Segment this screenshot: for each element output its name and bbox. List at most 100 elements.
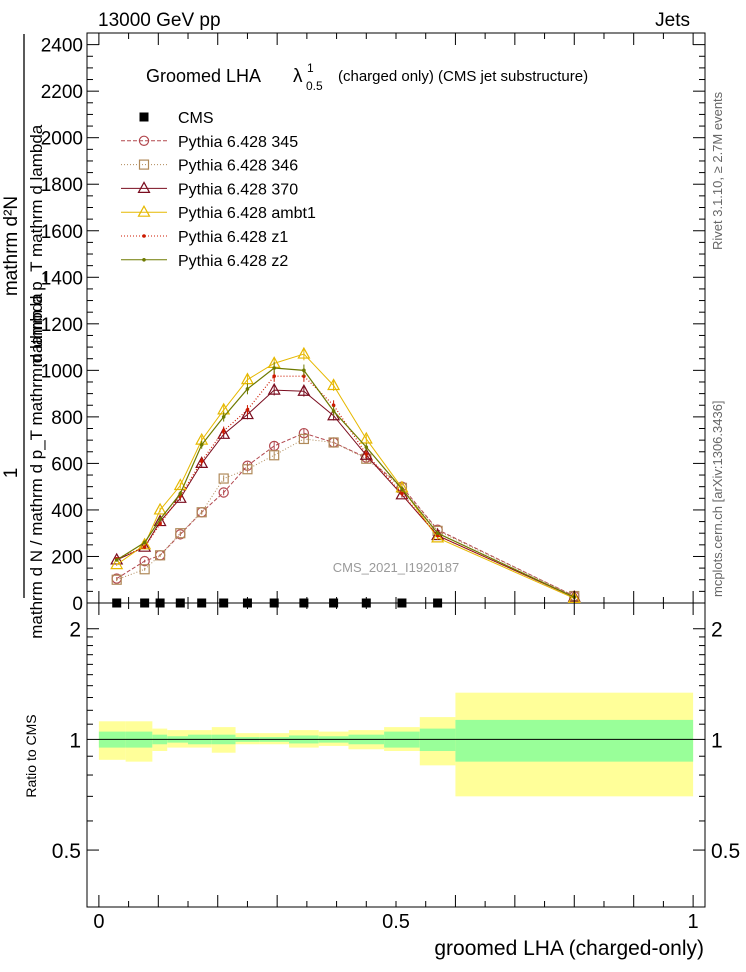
data-point: [173, 478, 187, 491]
ratio-axis-ticks: 0.5 0.5 1 1 2 2 0 0.5 1: [52, 619, 740, 933]
title-symbol: λ: [293, 66, 303, 87]
title-superscript: 1: [307, 61, 314, 75]
data-point: [327, 378, 341, 391]
legend-marker: [138, 159, 150, 170]
legend-marker: [138, 135, 150, 146]
data-point: [199, 459, 204, 463]
data-point: [433, 598, 443, 608]
legend-label: Pythia 6.428 345: [178, 134, 298, 151]
data-point: [240, 407, 254, 420]
mcplots-label: mcplots.cern.ch [arXiv:1306.3436]: [710, 400, 725, 597]
data-point: [139, 555, 150, 567]
y-tick-label: 200: [51, 547, 83, 568]
ratio-inner-band: [455, 719, 694, 762]
main-series: [110, 346, 581, 608]
data-point: [328, 437, 339, 448]
data-point: [114, 558, 119, 562]
data-point: [331, 403, 336, 408]
ratio-y-tick-label: 0.5: [52, 840, 81, 863]
data-point: [221, 429, 226, 433]
legend-label: Pythia 6.428 z2: [178, 253, 288, 270]
data-point: [218, 487, 229, 498]
series-line: [116, 375, 575, 598]
data-point: [218, 473, 229, 484]
data-point: [154, 550, 166, 561]
data-point: [175, 528, 186, 539]
data-point: [298, 433, 309, 445]
series-line: [116, 353, 575, 599]
data-point: [364, 452, 369, 456]
y-tick-label: 2000: [41, 129, 83, 150]
data-point: [195, 456, 209, 469]
data-point: [199, 442, 204, 447]
data-point: [155, 598, 165, 608]
legend-entry: Pythia 6.428 346: [121, 158, 298, 175]
title-subscript: 0.5: [306, 79, 323, 93]
y-tick-label: 1800: [41, 175, 83, 196]
y-tick-label: 800: [51, 408, 83, 429]
legend-entry: Pythia 6.428 345: [121, 134, 298, 151]
ylabel-prefactor: 1: [1, 468, 22, 479]
y-tick-label: 0: [72, 594, 83, 615]
data-point: [299, 598, 309, 608]
data-point: [331, 409, 336, 413]
series-line: [116, 438, 575, 597]
legend-label: Pythia 6.428 346: [178, 158, 298, 175]
ratio-y-tick-label-right: 2: [711, 619, 723, 642]
header-right: Jets: [655, 10, 690, 31]
series-mc-2: [111, 433, 580, 602]
ratio-y-tick-label-right: 1: [711, 729, 723, 752]
data-point: [242, 464, 253, 475]
data-point: [359, 448, 373, 460]
legend-marker: [137, 204, 151, 217]
x-tick-label: 1: [688, 911, 699, 933]
data-point: [178, 491, 183, 496]
plot-title: Groomed LHA λ 1 0.5 (charged only) (CMS …: [146, 61, 588, 93]
data-point: [158, 517, 162, 522]
data-point: [435, 531, 440, 536]
legend-label: Pythia 6.428 z1: [178, 229, 288, 246]
ratio-y-tick-label-right: 0.5: [711, 840, 740, 863]
data-point: [140, 598, 150, 608]
data-point: [302, 368, 306, 373]
data-point: [400, 491, 404, 496]
data-point: [431, 530, 445, 543]
ratio-ylabel: Ratio to CMS: [23, 714, 39, 797]
data-point: [267, 382, 281, 395]
data-point: [196, 507, 207, 518]
legend-entry: Pythia 6.428 ambt1: [121, 204, 316, 222]
y-tick-label: 1600: [41, 222, 83, 243]
data-point: [272, 374, 276, 378]
data-point: [359, 431, 373, 444]
data-point: [397, 598, 407, 608]
data-point: [138, 539, 152, 552]
legend-entry: CMS: [139, 110, 214, 127]
data-point: [364, 445, 369, 449]
data-point: [219, 598, 229, 608]
legend-marker: [142, 258, 146, 262]
y-tick-label: 600: [51, 454, 83, 475]
data-point: [297, 346, 311, 359]
data-point: [197, 598, 207, 608]
data-point: [153, 502, 167, 515]
data-point: [158, 522, 162, 526]
data-point: [245, 408, 250, 412]
y-tick-label: 1400: [41, 268, 83, 289]
data-point: [329, 598, 339, 608]
data-point: [272, 366, 276, 370]
legend: CMS Pythia 6.428 345 Pythia 6.428 346 Pythi…: [121, 110, 316, 270]
data-point: [175, 598, 185, 608]
data-point: [395, 487, 409, 500]
data-point: [142, 545, 147, 549]
series-line: [116, 389, 575, 598]
header-left: 13000 GeV pp: [98, 10, 221, 31]
analysis-label: CMS_2021_I1920187: [333, 560, 460, 575]
y-tick-label: 400: [51, 501, 83, 522]
data-point: [400, 487, 404, 491]
y-tick-label: 2200: [41, 82, 83, 103]
data-point: [297, 384, 311, 396]
legend-label: Pythia 6.428 ambt1: [178, 205, 316, 222]
ratio-y-tick-label: 2: [69, 619, 81, 642]
legend-marker: [139, 112, 149, 122]
